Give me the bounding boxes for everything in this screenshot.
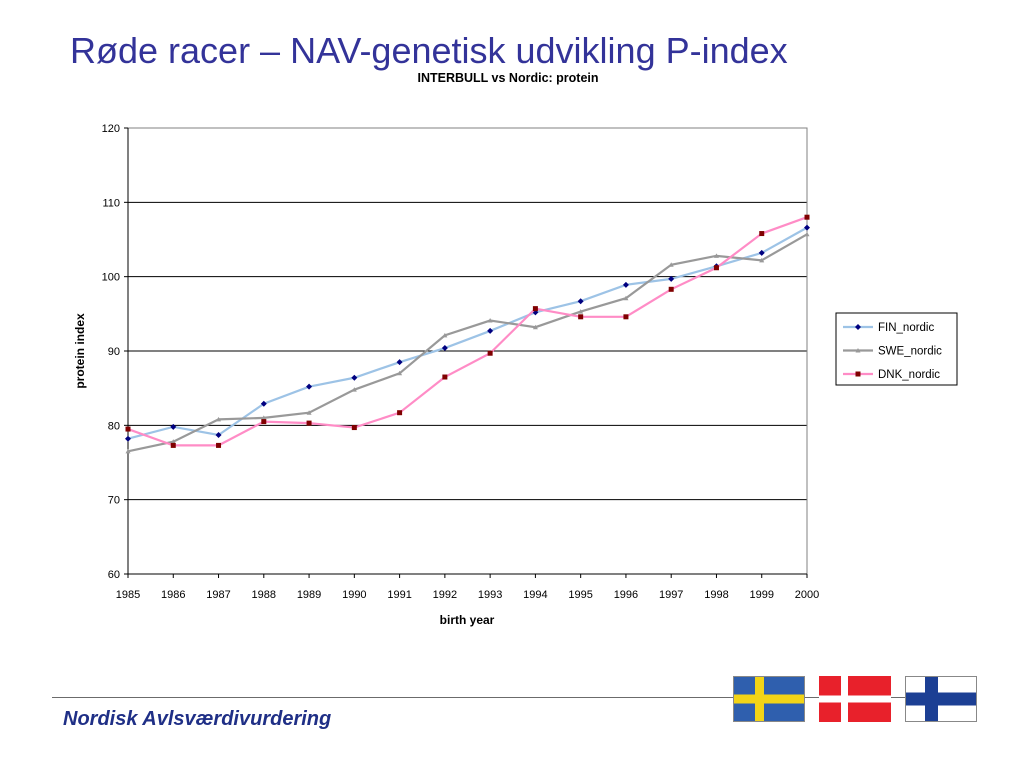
legend: FIN_nordic SWE_nordic DNK_nordic bbox=[835, 312, 958, 386]
series-DNK_nordic bbox=[125, 214, 810, 448]
data-point bbox=[804, 224, 810, 231]
y-tick-label: 80 bbox=[108, 420, 120, 432]
y-tick-label: 60 bbox=[108, 569, 120, 581]
data-point bbox=[623, 295, 629, 301]
data-point bbox=[216, 416, 222, 422]
data-point bbox=[170, 439, 176, 444]
y-tick-label: 90 bbox=[108, 346, 120, 358]
gridlines bbox=[128, 127, 807, 501]
legend-label: DNK_nordic bbox=[878, 369, 940, 381]
data-point bbox=[216, 442, 222, 448]
x-tick-label: 1989 bbox=[297, 589, 321, 601]
data-point bbox=[442, 332, 448, 338]
data-point bbox=[713, 253, 719, 258]
data-point bbox=[759, 257, 765, 263]
data-point bbox=[487, 327, 494, 334]
x-axis-label: birth year bbox=[440, 613, 495, 627]
data-point bbox=[170, 423, 177, 430]
data-point bbox=[487, 350, 493, 356]
data-point bbox=[396, 359, 403, 366]
finland-flag bbox=[905, 676, 977, 722]
data-point bbox=[215, 431, 222, 438]
legend-marker bbox=[855, 371, 861, 377]
y-tick-label: 70 bbox=[108, 495, 120, 507]
series-line bbox=[127, 226, 808, 440]
x-tick-label: 1997 bbox=[659, 589, 683, 601]
legend-label: SWE_nordic bbox=[878, 346, 942, 358]
legend-marker bbox=[855, 324, 861, 330]
series-group bbox=[125, 214, 810, 454]
x-tick-label: 1990 bbox=[342, 589, 366, 601]
data-point bbox=[532, 324, 538, 330]
x-tick-label: 1991 bbox=[387, 589, 411, 601]
y-tick-label: 110 bbox=[102, 197, 120, 209]
data-point bbox=[397, 370, 403, 376]
data-point bbox=[261, 419, 267, 425]
x-tick-label: 1999 bbox=[749, 589, 773, 601]
data-point bbox=[487, 318, 493, 323]
denmark-flag bbox=[819, 676, 891, 722]
data-point bbox=[306, 383, 313, 390]
data-point bbox=[125, 435, 131, 442]
data-point bbox=[759, 231, 765, 237]
x-tick-label: 1993 bbox=[478, 589, 502, 601]
legend-label: FIN_nordic bbox=[878, 322, 934, 334]
data-point bbox=[758, 249, 765, 256]
legend-item: SWE_nordic bbox=[843, 346, 942, 358]
x-tick-label: 1998 bbox=[704, 589, 728, 601]
data-point bbox=[261, 415, 267, 420]
data-point bbox=[351, 374, 358, 381]
chart-title: INTERBULL vs Nordic: protein bbox=[417, 71, 598, 85]
data-point bbox=[351, 425, 357, 431]
x-tick-label: 1994 bbox=[523, 589, 547, 601]
data-point bbox=[532, 306, 538, 312]
legend-marker bbox=[855, 348, 861, 353]
series-line bbox=[127, 233, 808, 453]
data-point bbox=[668, 275, 675, 282]
data-point bbox=[578, 309, 584, 314]
footer-text: Nordisk Avlsværdivurdering bbox=[63, 708, 332, 730]
data-point bbox=[397, 410, 403, 416]
y-axis-label: protein index bbox=[73, 313, 87, 389]
data-point bbox=[623, 314, 629, 320]
footer-divider bbox=[52, 697, 972, 698]
data-point bbox=[441, 345, 448, 352]
data-point bbox=[351, 387, 357, 392]
data-point bbox=[442, 374, 448, 380]
data-point bbox=[260, 400, 267, 407]
x-tick-label: 1996 bbox=[614, 589, 638, 601]
x-tick-label: 1992 bbox=[433, 589, 457, 601]
data-point bbox=[804, 214, 810, 220]
data-point bbox=[713, 265, 719, 271]
data-point bbox=[125, 426, 131, 432]
data-point bbox=[577, 298, 584, 305]
data-point bbox=[125, 448, 131, 454]
data-point bbox=[668, 286, 674, 292]
x-tick-label: 1986 bbox=[161, 589, 185, 601]
legend-item: DNK_nordic bbox=[843, 369, 940, 381]
x-tick-label: 1985 bbox=[116, 589, 140, 601]
data-point bbox=[170, 442, 176, 448]
x-tick-label: 2000 bbox=[795, 589, 819, 601]
series-SWE_nordic bbox=[125, 231, 810, 454]
sweden-flag bbox=[733, 676, 805, 722]
data-point bbox=[622, 281, 629, 288]
series-line bbox=[127, 216, 808, 447]
y-tick-label: 100 bbox=[102, 272, 120, 284]
x-tick-label: 1987 bbox=[206, 589, 230, 601]
y-tick-label: 120 bbox=[102, 123, 120, 135]
data-point bbox=[306, 420, 312, 426]
data-point bbox=[306, 410, 312, 415]
data-point bbox=[668, 262, 674, 267]
x-tick-label: 1988 bbox=[252, 589, 276, 601]
slide-title: Røde racer – NAV-genetisk udvikling P-in… bbox=[70, 30, 788, 71]
data-point bbox=[578, 314, 584, 320]
axes: 60 70 80 90 100 110 120 1985 1986 1987 1988 1989 199… bbox=[102, 123, 820, 601]
x-tick-label: 1995 bbox=[568, 589, 592, 601]
data-point bbox=[804, 231, 810, 237]
legend-item: FIN_nordic bbox=[843, 322, 934, 334]
